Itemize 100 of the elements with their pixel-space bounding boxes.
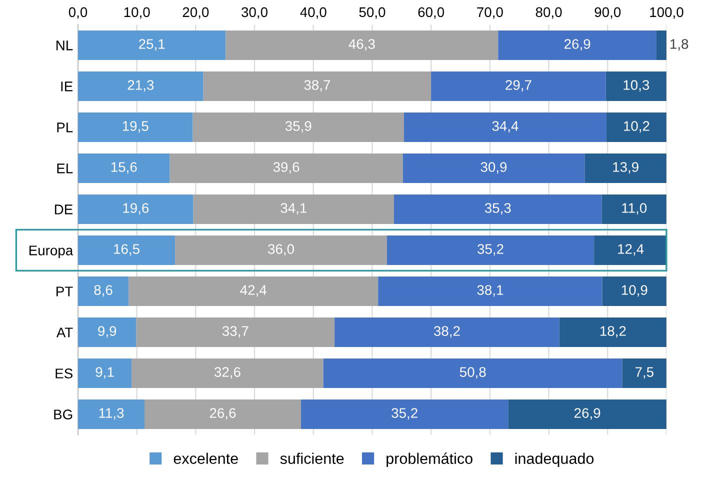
bar [378,276,602,306]
bar [175,235,387,265]
x-tick-label: 50,0 [359,7,386,19]
x-tick-label: 0,0 [68,7,88,19]
data-label: 35,3 [484,203,511,215]
bar [78,317,136,347]
bar [78,399,144,429]
x-tick-label: 80,0 [536,7,562,19]
bar [226,30,498,60]
data-label: 15,6 [111,162,137,174]
data-label: 9,9 [98,326,116,338]
x-tick-label: 100,0 [650,7,684,19]
x-tick-label: 20,0 [182,7,209,19]
data-label: 19,5 [122,121,148,133]
data-label: 10,9 [622,285,648,297]
bar [622,358,666,388]
bar [78,153,170,183]
data-label: 33,7 [222,326,248,338]
bar [144,399,302,429]
bar [559,317,666,347]
data-label: 11,0 [622,203,647,215]
y-tick-label: PT [56,286,73,296]
data-label: 38,2 [434,326,460,338]
bar [78,194,194,224]
bar [386,235,594,265]
y-tick-label: NL [56,40,73,50]
y-tick-label: DE [54,204,73,214]
data-label: 32,6 [214,367,240,379]
data-label: 9,1 [96,367,114,379]
bar [78,71,204,101]
bar [498,30,656,60]
bar [203,71,432,101]
bar [78,358,132,388]
bar [78,235,176,265]
bar [301,399,508,429]
legend-label: suficiente [280,452,344,464]
bar [193,194,394,224]
bar [78,30,226,60]
y-tick-label: IE [61,82,73,92]
bar [602,276,666,306]
x-tick-label: 10,0 [124,7,150,19]
bar [656,30,666,60]
data-label: 18,2 [600,326,626,338]
bar [334,317,560,347]
data-label: 10,2 [624,121,650,133]
bar [394,194,602,224]
bar [606,112,666,142]
legend-label: excelente [174,452,238,464]
data-label: 26,9 [574,408,600,420]
data-label: 7,5 [635,367,654,379]
bar [170,153,403,183]
data-label: 16,5 [114,244,140,256]
x-tick-label: 40,0 [300,7,326,19]
data-label: 34,4 [492,121,518,133]
bar [192,112,404,142]
x-tick-label: 70,0 [477,7,503,19]
bar [402,153,585,183]
bar [323,358,622,388]
legend-label: inadequado [515,452,594,467]
data-label: 21,3 [128,80,154,92]
x-tick-label: 30,0 [242,7,268,19]
data-label: 38,7 [304,80,330,92]
y-tick-label: Europa [29,246,74,258]
data-label: 1,8 [670,39,688,51]
data-label: 10,3 [624,80,650,92]
x-tick-label: 90,0 [594,7,621,19]
data-label: 42,4 [240,285,266,297]
data-label: 34,1 [280,203,307,215]
data-label: 46,3 [348,39,375,51]
data-label: 38,1 [477,285,504,297]
data-label: 30,9 [480,162,507,174]
data-label: 12,4 [618,244,644,256]
data-label: 19,6 [123,203,149,215]
bar [136,317,335,347]
bar [78,276,129,306]
bar [404,112,606,142]
bar [431,71,606,101]
data-label: 11,3 [99,408,124,420]
y-tick-label: AT [56,328,73,338]
x-tick-label: 60,0 [418,7,444,19]
data-label: 25,1 [139,39,165,51]
bar [508,399,666,429]
y-tick-label: PL [57,122,73,132]
data-label: 26,6 [210,408,236,420]
y-tick-label: BG [54,410,72,420]
data-label: 26,9 [564,39,590,51]
data-label: 13,9 [613,162,638,174]
bar [594,235,666,265]
data-label: 50,8 [460,367,486,379]
y-tick-label: EL [57,164,73,174]
bar [602,194,666,224]
data-label: 39,6 [273,162,300,174]
legend-label: problemático [386,452,472,467]
bar [606,71,666,101]
data-label: 29,7 [506,80,532,92]
data-label: 36,0 [268,244,294,256]
y-tick-label: ES [56,368,72,378]
data-label: 35,2 [478,244,504,256]
data-label: 35,9 [285,121,312,133]
bar [132,358,324,388]
